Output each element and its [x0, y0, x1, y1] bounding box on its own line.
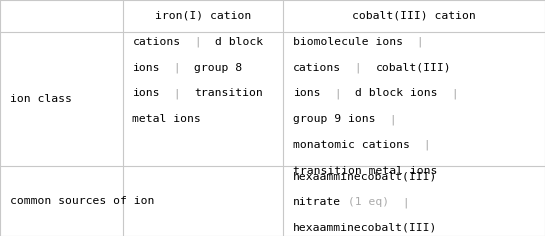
- Text: |: |: [390, 197, 424, 208]
- Text: iron(I) cation: iron(I) cation: [155, 11, 251, 21]
- Text: group 8: group 8: [195, 63, 243, 73]
- Text: |: |: [160, 88, 195, 99]
- Text: (1 eq): (1 eq): [341, 197, 390, 207]
- Text: cobalt(III) cation: cobalt(III) cation: [352, 11, 476, 21]
- Text: |: |: [320, 88, 355, 99]
- Text: ions: ions: [132, 88, 160, 98]
- Text: |: |: [376, 114, 410, 125]
- Text: nitrate: nitrate: [293, 197, 341, 207]
- Text: transition: transition: [195, 88, 263, 98]
- Text: |: |: [341, 63, 376, 73]
- Text: group 9 ions: group 9 ions: [293, 114, 376, 124]
- Text: |: |: [403, 37, 438, 47]
- Text: |: |: [160, 63, 195, 73]
- Text: |: |: [438, 88, 472, 99]
- Text: |: |: [180, 37, 215, 47]
- Text: d block: d block: [215, 37, 263, 47]
- Text: ion class: ion class: [10, 94, 72, 104]
- Text: cations: cations: [293, 63, 341, 73]
- Text: metal ions: metal ions: [132, 114, 201, 124]
- Text: ions: ions: [132, 63, 160, 73]
- Text: cations: cations: [132, 37, 180, 47]
- Text: d block ions: d block ions: [355, 88, 438, 98]
- Text: hexaamminecobalt(III): hexaamminecobalt(III): [293, 223, 438, 233]
- Text: hexaamminecobalt(III): hexaamminecobalt(III): [293, 172, 438, 181]
- Text: |: |: [410, 140, 445, 150]
- Text: common sources of ion: common sources of ion: [10, 196, 154, 206]
- Text: transition metal ions: transition metal ions: [293, 166, 438, 176]
- Text: biomolecule ions: biomolecule ions: [293, 37, 403, 47]
- Text: ions: ions: [293, 88, 320, 98]
- Text: cobalt(III): cobalt(III): [376, 63, 451, 73]
- Text: monatomic cations: monatomic cations: [293, 140, 410, 150]
